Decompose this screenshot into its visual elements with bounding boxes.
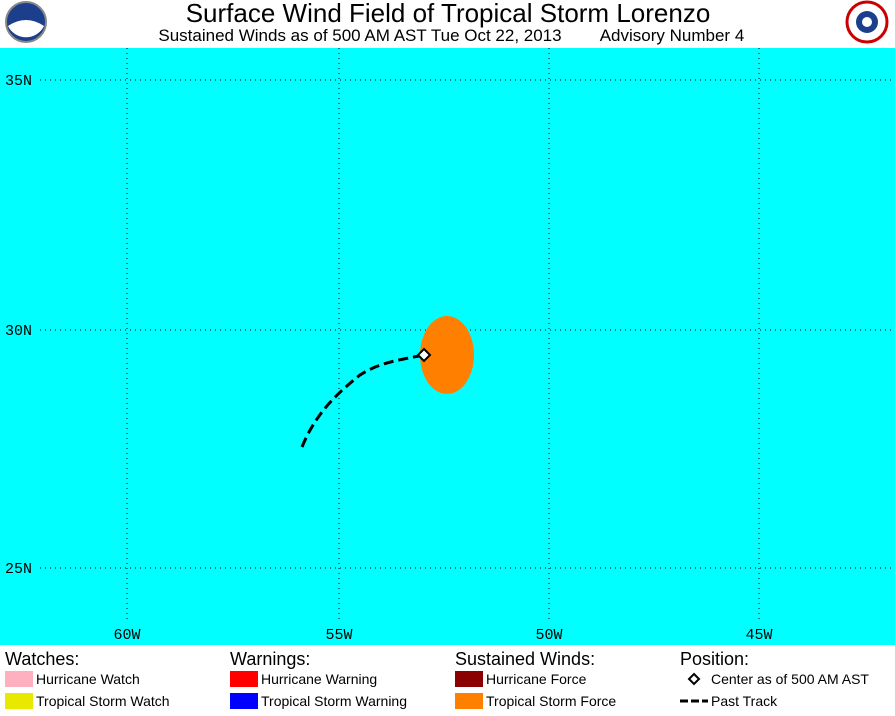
longitude-label: 50W (535, 627, 562, 644)
longitude-label: 60W (113, 627, 140, 644)
legend-item: Past Track (711, 693, 778, 709)
storm-center (416, 347, 432, 363)
advisory: Advisory Number 4 (600, 26, 745, 45)
legend: Watches: Hurricane Watch Tropical Storm … (5, 649, 869, 709)
past-track (300, 353, 425, 448)
nws-logo (845, 0, 889, 44)
latitude-label: 30N (5, 323, 32, 340)
map: 35N 30N 25N 60W 55W 50W 45W (0, 48, 895, 645)
legend-heading: Position: (680, 649, 749, 669)
swatch (230, 671, 258, 687)
swatch (455, 693, 483, 709)
center-icon (687, 672, 701, 686)
noaa-logo (5, 1, 47, 43)
swatch (5, 693, 33, 709)
legend-item: Center as of 500 AM AST (711, 671, 869, 687)
legend-heading: Warnings: (230, 649, 310, 669)
swatch (455, 671, 483, 687)
title: Surface Wind Field of Tropical Storm Lor… (186, 0, 711, 28)
tropical-storm-wind-field (420, 316, 474, 394)
latitude-label: 25N (5, 561, 32, 578)
legend-item: Hurricane Force (486, 671, 587, 687)
legend-heading: Watches: (5, 649, 79, 669)
legend-item: Tropical Storm Force (486, 693, 616, 709)
legend-item: Hurricane Watch (36, 671, 140, 687)
longitude-label: 55W (325, 627, 352, 644)
legend-item: Tropical Storm Warning (261, 693, 407, 709)
header: Surface Wind Field of Tropical Storm Lor… (5, 0, 889, 45)
swatch (5, 671, 33, 687)
subtitle: Sustained Winds as of 500 AM AST Tue Oct… (158, 26, 561, 45)
swatch (230, 693, 258, 709)
legend-item: Tropical Storm Watch (36, 693, 170, 709)
legend-heading: Sustained Winds: (455, 649, 595, 669)
legend-item: Hurricane Warning (261, 671, 377, 687)
longitude-label: 45W (745, 627, 772, 644)
latitude-label: 35N (5, 73, 32, 90)
